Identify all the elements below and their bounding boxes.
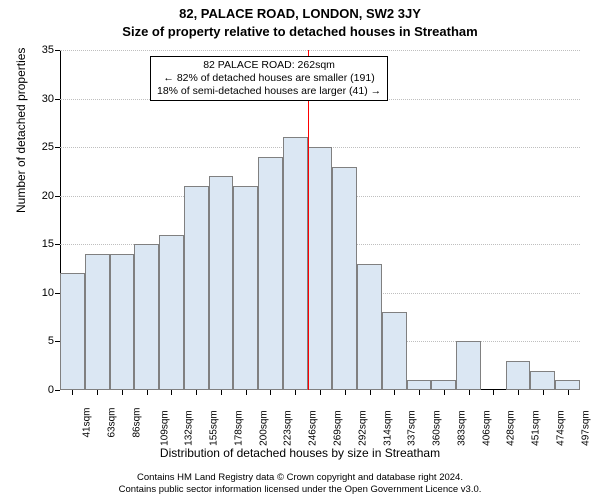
- bar: [555, 380, 580, 390]
- x-tick-label: 451sqm: [530, 410, 541, 446]
- y-tick-label: 35: [42, 44, 60, 56]
- bar: [85, 254, 110, 390]
- x-tick-mark: [394, 390, 395, 395]
- x-tick-mark: [444, 390, 445, 395]
- footer-line-1: Contains HM Land Registry data © Crown c…: [0, 472, 600, 484]
- x-tick-mark: [270, 390, 271, 395]
- x-tick-label: 246sqm: [308, 410, 319, 446]
- grid-line: [60, 50, 580, 51]
- x-tick-label: 337sqm: [407, 410, 418, 446]
- annotation-box: 82 PALACE ROAD: 262sqm← 82% of detached …: [150, 56, 388, 101]
- bar: [456, 341, 481, 390]
- bar: [332, 167, 357, 390]
- x-tick-mark: [171, 390, 172, 395]
- x-tick-mark: [320, 390, 321, 395]
- x-tick-mark: [221, 390, 222, 395]
- bar: [233, 186, 258, 390]
- x-tick-mark: [122, 390, 123, 395]
- x-tick-label: 269sqm: [332, 410, 343, 446]
- x-tick-label: 497sqm: [580, 410, 591, 446]
- bar: [382, 312, 407, 390]
- x-tick-mark: [543, 390, 544, 395]
- bar: [407, 380, 432, 390]
- x-tick-label: 406sqm: [481, 410, 492, 446]
- x-tick-mark: [493, 390, 494, 395]
- x-tick-mark: [345, 390, 346, 395]
- x-tick-mark: [196, 390, 197, 395]
- x-tick-mark: [246, 390, 247, 395]
- bar: [357, 264, 382, 390]
- x-tick-label: 314sqm: [382, 410, 393, 446]
- x-tick-label: 132sqm: [184, 410, 195, 446]
- y-tick-label: 30: [42, 93, 60, 105]
- footer-line-2: Contains public sector information licen…: [0, 484, 600, 496]
- bar: [60, 273, 85, 390]
- x-tick-label: 223sqm: [283, 410, 294, 446]
- x-tick-mark: [469, 390, 470, 395]
- y-axis-label: Number of detached properties: [14, 48, 28, 213]
- x-axis-label: Distribution of detached houses by size …: [0, 446, 600, 460]
- bar: [159, 235, 184, 390]
- x-tick-label: 109sqm: [159, 410, 170, 446]
- x-tick-label: 292sqm: [357, 410, 368, 446]
- x-tick-mark: [295, 390, 296, 395]
- bar: [209, 176, 234, 390]
- x-tick-label: 63sqm: [107, 408, 118, 438]
- bar: [530, 371, 555, 390]
- chart-title-1: 82, PALACE ROAD, LONDON, SW2 3JY: [0, 6, 600, 21]
- y-tick-label: 10: [42, 287, 60, 299]
- footer-text: Contains HM Land Registry data © Crown c…: [0, 472, 600, 496]
- x-tick-label: 360sqm: [431, 410, 442, 446]
- bar: [184, 186, 209, 390]
- x-tick-mark: [97, 390, 98, 395]
- bar: [506, 361, 531, 390]
- x-tick-mark: [370, 390, 371, 395]
- plot-area: 0510152025303541sqm63sqm86sqm109sqm132sq…: [60, 50, 580, 390]
- y-tick-label: 15: [42, 238, 60, 250]
- x-tick-mark: [518, 390, 519, 395]
- x-tick-label: 200sqm: [258, 410, 269, 446]
- y-tick-label: 5: [48, 335, 60, 347]
- x-tick-label: 41sqm: [82, 408, 93, 438]
- chart-container: 82, PALACE ROAD, LONDON, SW2 3JY Size of…: [0, 0, 600, 500]
- x-tick-label: 155sqm: [208, 410, 219, 446]
- x-tick-mark: [568, 390, 569, 395]
- x-tick-label: 474sqm: [555, 410, 566, 446]
- annotation-line-3: 18% of semi-detached houses are larger (…: [157, 85, 381, 98]
- y-tick-label: 0: [48, 384, 60, 396]
- bar: [258, 157, 283, 390]
- bar: [283, 137, 308, 390]
- bar: [308, 147, 333, 390]
- x-tick-label: 428sqm: [506, 410, 517, 446]
- x-tick-mark: [72, 390, 73, 395]
- y-tick-label: 25: [42, 141, 60, 153]
- y-tick-label: 20: [42, 190, 60, 202]
- x-tick-label: 178sqm: [233, 410, 244, 446]
- chart-title-2: Size of property relative to detached ho…: [0, 24, 600, 39]
- bar: [134, 244, 159, 390]
- x-tick-mark: [147, 390, 148, 395]
- bar: [431, 380, 456, 390]
- annotation-line-1: 82 PALACE ROAD: 262sqm: [157, 59, 381, 72]
- annotation-line-2: ← 82% of detached houses are smaller (19…: [157, 72, 381, 85]
- x-tick-label: 383sqm: [456, 410, 467, 446]
- x-tick-label: 86sqm: [131, 408, 142, 438]
- x-tick-mark: [419, 390, 420, 395]
- bar: [110, 254, 135, 390]
